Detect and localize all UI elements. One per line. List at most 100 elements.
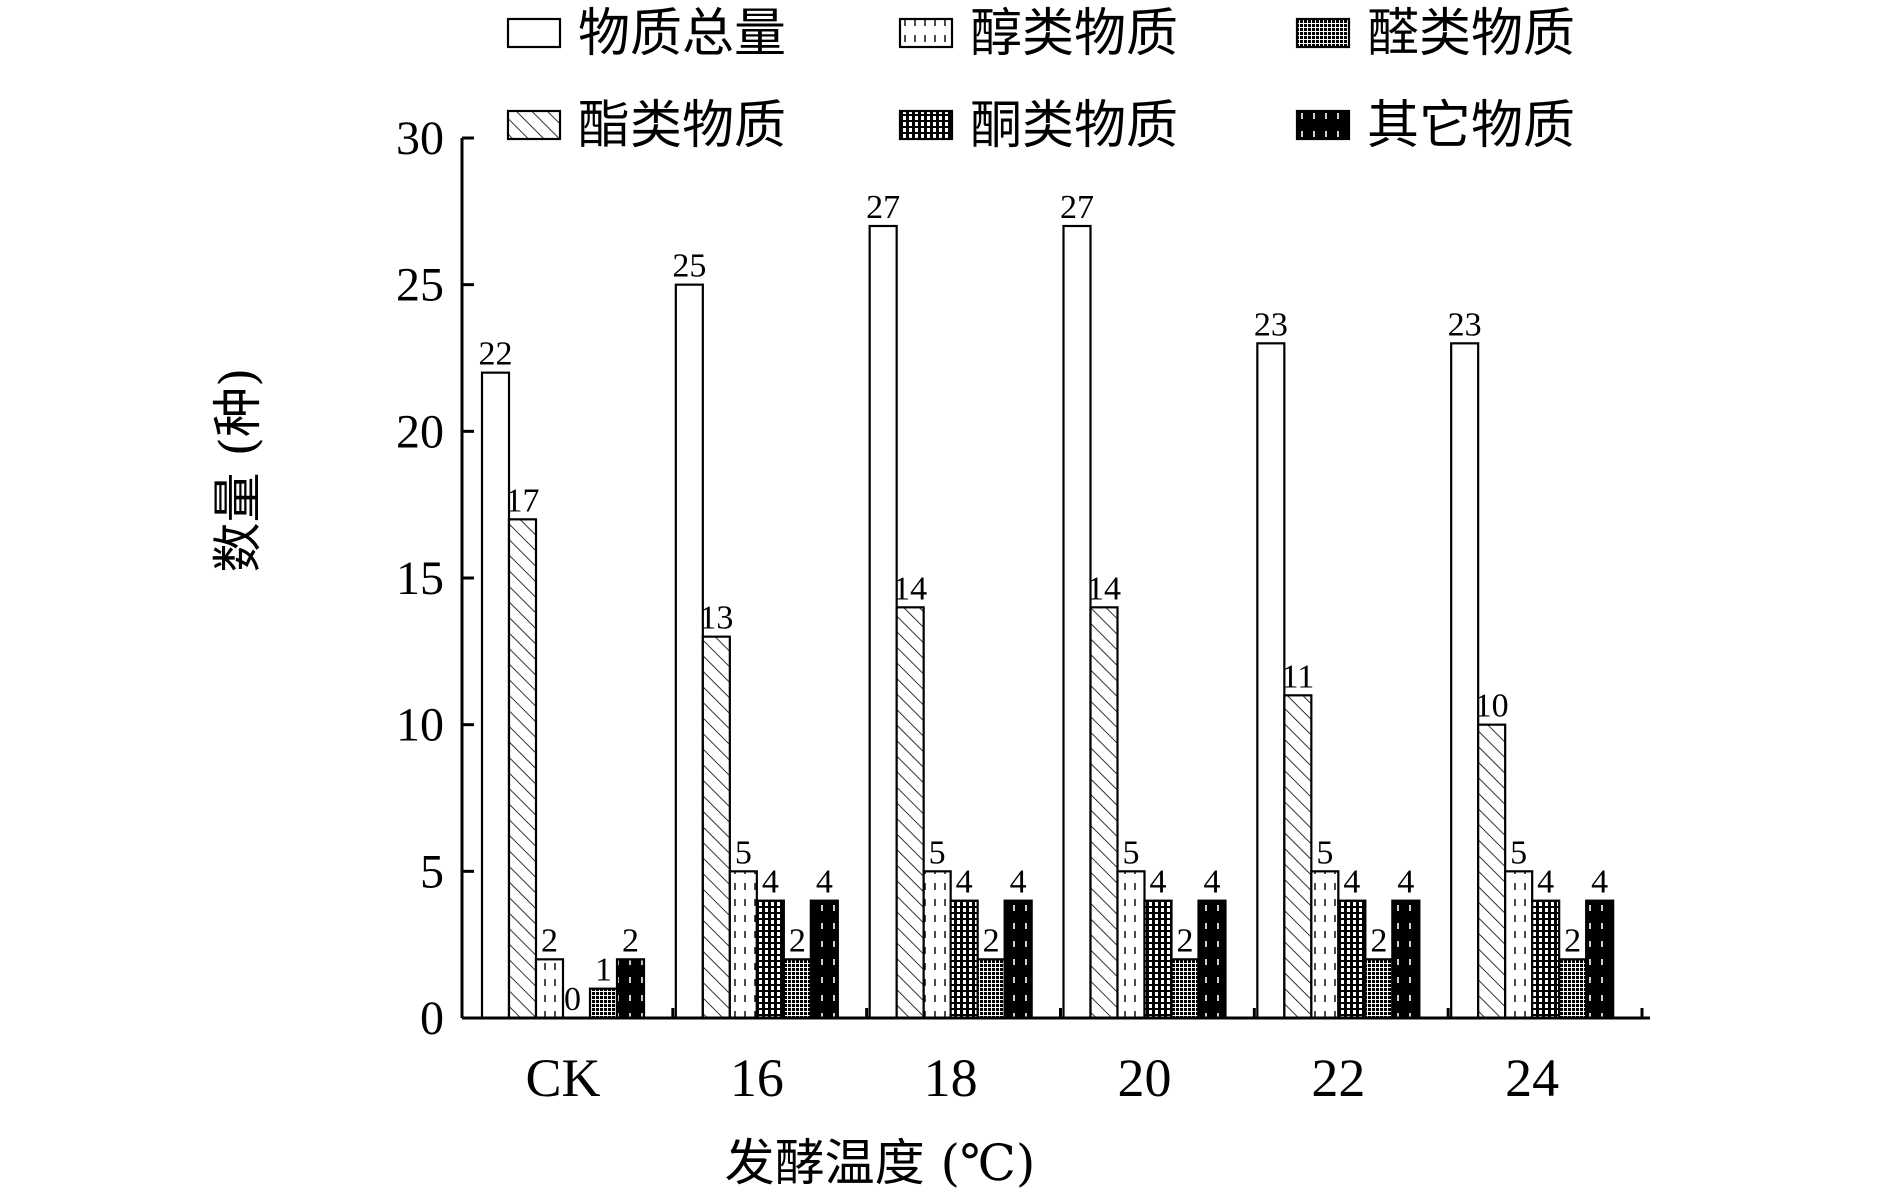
data-label: 14 — [1087, 570, 1121, 607]
bar — [507, 518, 538, 1020]
y-tick-label: 30 — [396, 112, 444, 165]
data-label: 27 — [866, 189, 900, 226]
bar — [1477, 723, 1507, 1020]
bar — [809, 899, 839, 1020]
data-label: 2 — [1177, 922, 1194, 959]
data-label: 22 — [479, 336, 513, 373]
data-labels: 2217201225135424271454242714542423115424… — [479, 189, 1609, 1018]
legend-swatch — [506, 109, 562, 141]
data-label: 4 — [1537, 864, 1554, 901]
y-tick-label: 15 — [396, 552, 444, 605]
bar — [615, 958, 646, 1020]
legend-label: 其它物质 — [1367, 96, 1575, 156]
bar — [534, 958, 565, 1020]
x-tick-label: 18 — [924, 1048, 978, 1108]
data-label: 13 — [699, 600, 733, 637]
bar — [1170, 958, 1200, 1020]
bar — [868, 224, 898, 1020]
data-label: 0 — [564, 981, 581, 1018]
data-label: 11 — [1281, 658, 1314, 695]
data-label: 4 — [762, 864, 779, 901]
legend-label: 醛类物质 — [1367, 4, 1575, 64]
data-label: 10 — [1475, 688, 1509, 725]
bar — [1337, 899, 1367, 1020]
bars — [480, 224, 1615, 1020]
bar — [588, 987, 619, 1020]
data-label: 1 — [595, 952, 612, 989]
bar — [755, 899, 785, 1020]
bar — [1585, 899, 1615, 1020]
y-tick-label: 25 — [396, 259, 444, 312]
bar — [1062, 224, 1092, 1020]
bar — [1197, 899, 1227, 1020]
y-axis-title: 数量 (种) — [209, 368, 267, 573]
data-label: 4 — [1591, 864, 1608, 901]
data-label: 4 — [1204, 864, 1221, 901]
x-tick-label: 16 — [730, 1048, 784, 1108]
bar — [895, 606, 925, 1020]
data-label: 2 — [541, 922, 558, 959]
x-tick-label: CK — [525, 1048, 600, 1108]
legend-swatch — [898, 109, 954, 141]
data-label: 5 — [1510, 834, 1527, 871]
bar — [1310, 870, 1340, 1020]
data-label: 4 — [1010, 864, 1027, 901]
data-label: 4 — [816, 864, 833, 901]
legend-label: 酯类物质 — [578, 96, 786, 156]
bar — [674, 283, 704, 1020]
bar — [976, 958, 1006, 1020]
legend-label: 醇类物质 — [970, 4, 1178, 64]
data-label: 5 — [735, 834, 752, 871]
x-tick-label: 20 — [1118, 1048, 1172, 1108]
bar — [480, 371, 511, 1020]
bar — [782, 958, 812, 1020]
bar — [1450, 342, 1480, 1020]
data-label: 5 — [1123, 834, 1140, 871]
bar — [1256, 342, 1286, 1020]
data-label: 25 — [672, 248, 706, 285]
bar — [1089, 606, 1119, 1020]
bar — [1283, 694, 1313, 1020]
data-label: 4 — [956, 864, 973, 901]
data-label: 23 — [1254, 306, 1288, 343]
x-tick-label: 22 — [1311, 1048, 1365, 1108]
data-label: 23 — [1448, 306, 1482, 343]
data-label: 27 — [1060, 189, 1094, 226]
x-tick-label: 24 — [1505, 1048, 1559, 1108]
bar — [1531, 899, 1561, 1020]
bar — [1116, 870, 1146, 1020]
bar — [1504, 870, 1534, 1020]
data-label: 4 — [1150, 864, 1167, 901]
bar — [1558, 958, 1588, 1020]
data-label: 5 — [1316, 834, 1333, 871]
data-label: 2 — [789, 922, 806, 959]
bar — [701, 635, 731, 1020]
legend-swatch — [898, 17, 954, 49]
y-tick-label: 20 — [396, 405, 444, 458]
bar — [1003, 899, 1033, 1020]
legend-swatch — [1295, 17, 1351, 49]
legend-label: 物质总量 — [578, 4, 786, 64]
y-tick-label: 5 — [420, 845, 444, 898]
data-label: 4 — [1343, 864, 1360, 901]
data-label: 5 — [929, 834, 946, 871]
legend-swatch — [506, 17, 562, 49]
data-label: 17 — [506, 482, 540, 519]
data-label: 4 — [1397, 864, 1414, 901]
data-label: 2 — [983, 922, 1000, 959]
bar — [1364, 958, 1394, 1020]
data-label: 14 — [893, 570, 927, 607]
bar — [922, 870, 952, 1020]
legend-label: 酮类物质 — [970, 96, 1178, 156]
bar — [949, 899, 979, 1020]
data-label: 2 — [622, 922, 639, 959]
bar — [1391, 899, 1421, 1020]
data-label: 2 — [1370, 922, 1387, 959]
y-tick-label: 10 — [396, 699, 444, 752]
legend-swatch — [1295, 109, 1351, 141]
y-tick-label: 0 — [420, 992, 444, 1045]
bar — [728, 870, 758, 1020]
